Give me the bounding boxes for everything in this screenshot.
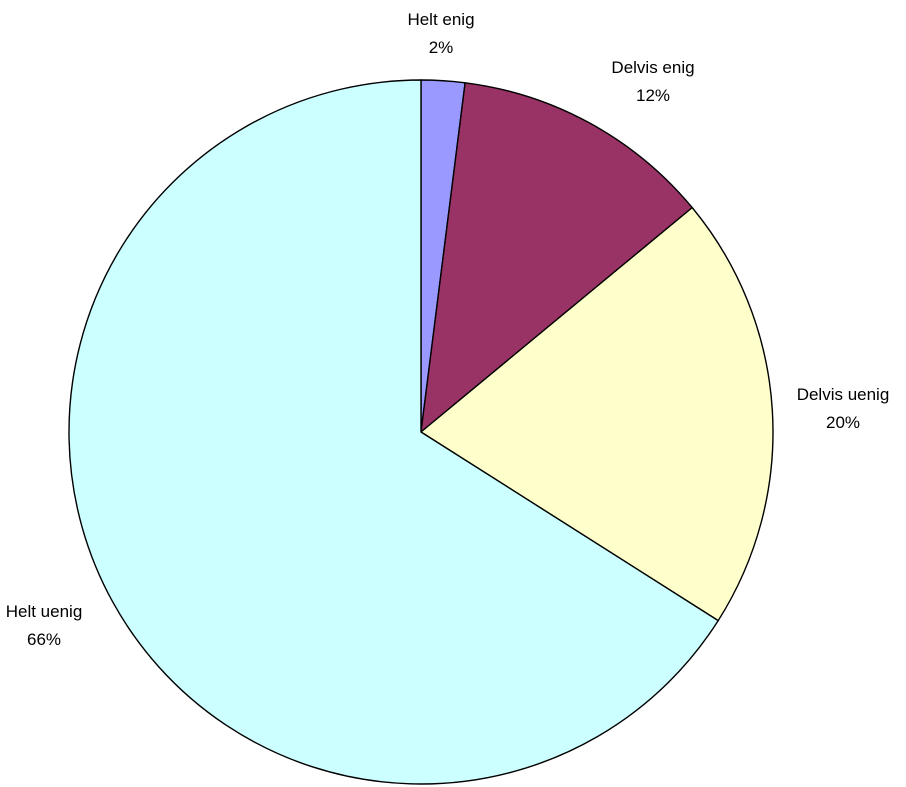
data-label-delvis-enig: Delvis enig 12% <box>611 58 694 105</box>
data-label-helt-enig: Helt enig 2% <box>407 10 474 57</box>
data-label-percent: 66% <box>27 630 61 649</box>
data-label-category: Helt enig <box>407 10 474 29</box>
data-label-category: Helt uenig <box>6 602 83 621</box>
pie-slice-delvis-enig <box>420 82 693 433</box>
pie-slice-helt-uenig <box>68 79 719 785</box>
pie-labels: Helt enig 2% Delvis enig 12% Delvis uenig 20%… <box>6 10 890 649</box>
data-label-percent: 20% <box>826 413 860 432</box>
pie-slices <box>68 79 774 785</box>
data-label-percent: 2% <box>429 38 454 57</box>
pie-slice-delvis-uenig <box>420 206 774 622</box>
data-label-category: Delvis uenig <box>797 385 890 404</box>
data-label-percent: 12% <box>636 86 670 105</box>
data-label-category: Delvis enig <box>611 58 694 77</box>
data-label-helt-uenig: Helt uenig 66% <box>6 602 83 649</box>
data-label-delvis-uenig: Delvis uenig 20% <box>797 385 890 432</box>
